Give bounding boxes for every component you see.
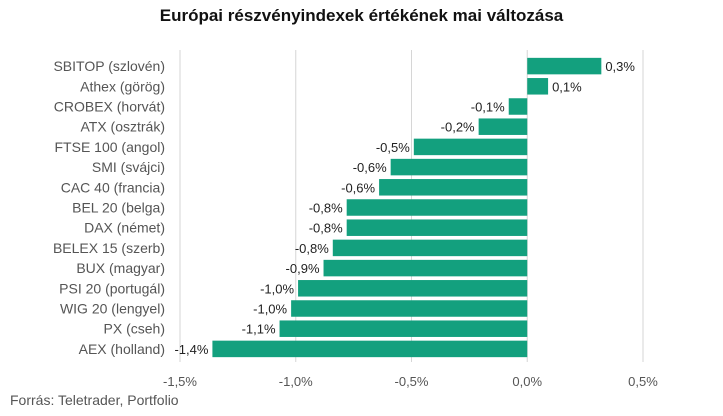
bar (291, 300, 528, 317)
bar (332, 239, 528, 257)
bar (379, 179, 528, 196)
value-label: -0,9% (286, 261, 320, 276)
bar (298, 280, 528, 297)
value-label: -0,6% (353, 160, 387, 175)
category-label: SMI (svájci) (92, 159, 165, 175)
category-label: BELEX 15 (szerb) (53, 240, 165, 256)
bars-group (212, 57, 602, 358)
bar (413, 138, 528, 156)
x-tick-label: -1,0% (279, 374, 313, 389)
bar (527, 78, 549, 95)
value-label: -1,0% (260, 281, 294, 296)
x-tick-label: 0,0% (512, 374, 542, 389)
category-label: SBITOP (szlovén) (53, 58, 165, 74)
category-label: WIG 20 (lengyel) (60, 301, 165, 317)
bar (212, 340, 528, 358)
value-label: -1,1% (242, 322, 276, 337)
value-label: -1,4% (174, 342, 208, 357)
value-label: -0,1% (471, 100, 505, 115)
x-tick-label: -1,5% (163, 374, 197, 389)
category-label: DAX (német) (84, 220, 165, 236)
category-label: PX (cseh) (104, 321, 165, 337)
value-label: -0,6% (341, 180, 375, 195)
x-tick-labels: -1,5% -1,0% -0,5% 0,0% 0,5% (163, 374, 658, 389)
value-label: -1,0% (253, 302, 287, 317)
value-label: -0,5% (376, 140, 410, 155)
value-label: -0,2% (441, 120, 475, 135)
x-tick-label: -0,5% (395, 374, 429, 389)
bar (279, 320, 528, 337)
bar (346, 199, 528, 216)
chart-title: Európai részvényindexek értékének mai vá… (159, 6, 564, 25)
value-label: -0,8% (309, 221, 343, 236)
value-label: 0,1% (552, 79, 582, 94)
bar (527, 57, 602, 75)
x-tick-label: 0,5% (628, 374, 658, 389)
category-label: AEX (holland) (79, 341, 165, 357)
category-label: BUX (magyar) (76, 260, 165, 276)
source-note: Forrás: Teletrader, Portfolio (10, 392, 179, 408)
value-label: -0,8% (295, 241, 329, 256)
value-labels: 0,3% 0,1% -0,1% -0,2% -0,5% -0,6% -0,6% -0,8% -0… (174, 59, 635, 357)
bar (390, 158, 528, 176)
category-label: FTSE 100 (angol) (55, 139, 166, 155)
value-label: 0,3% (605, 59, 635, 74)
category-label: BEL 20 (belga) (72, 200, 165, 216)
category-label: Athex (görög) (80, 78, 165, 94)
category-labels: SBITOP (szlovén) Athex (görög) CROBEX (hor… (53, 58, 165, 357)
bar (478, 118, 528, 135)
value-label: -0,8% (309, 201, 343, 216)
category-label: ATX (osztrák) (80, 119, 165, 135)
bar (346, 219, 528, 236)
bar (508, 98, 528, 115)
category-label: CROBEX (horvát) (54, 99, 165, 115)
category-label: CAC 40 (francia) (61, 179, 165, 195)
category-label: PSI 20 (portugál) (59, 280, 165, 296)
bar (323, 259, 528, 277)
